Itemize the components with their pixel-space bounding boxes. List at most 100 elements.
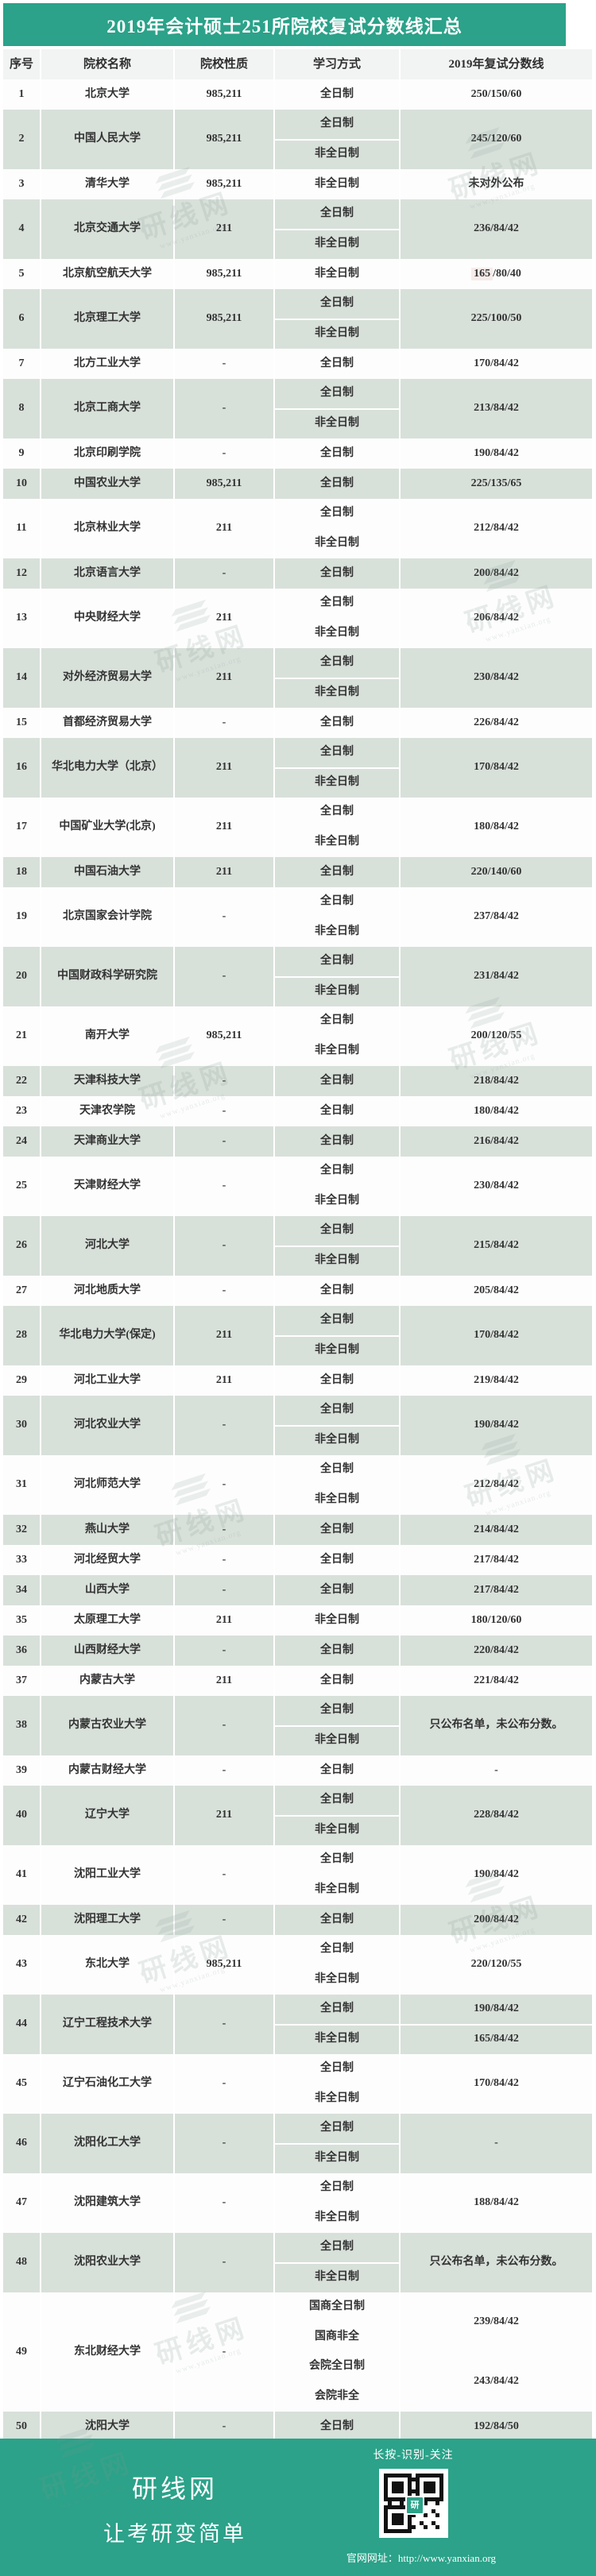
study-mode-label: 全日制	[320, 1134, 354, 1147]
school-type-cell: 211	[175, 1365, 273, 1396]
school-name-cell: 山西大学	[41, 1575, 173, 1605]
school-type-cell: -	[175, 2054, 273, 2114]
study-mode-cell: 国商全日制 国商非全 会院全日制 会院非全	[275, 2292, 399, 2412]
score-value: 200/84/42	[474, 1913, 519, 1925]
study-mode-label: 全日制	[320, 446, 354, 459]
brand-block: 研线网 让考研变简单	[32, 2469, 318, 2547]
table-row: 16 华北电力大学（北京） 211 全日制 非全日制 170/84/42	[3, 738, 592, 798]
score-cell: 217/84/42	[401, 1545, 592, 1575]
study-mode-label: 全日制	[320, 1674, 354, 1686]
study-mode-label: 非全日制	[275, 2023, 399, 2055]
table-row: 40 辽宁大学 211 全日制 非全日制 228/84/42	[3, 1786, 592, 1845]
table-row: 27 河北地质大学 - 全日制 205/84/42	[3, 1276, 592, 1306]
study-mode-label: 非全日制	[315, 1613, 359, 1626]
study-mode-label: 全日制	[320, 655, 354, 668]
score-value: 180/84/42	[474, 821, 519, 833]
school-name-cell: 沈阳建筑大学	[41, 2173, 173, 2233]
score-cell: 212/84/42	[401, 499, 592, 558]
score-value: 只公布名单，未公布分数。	[429, 2256, 563, 2269]
study-mode-cell: 全日制 非全日制	[275, 589, 399, 648]
row-number-cell: 4	[3, 199, 40, 259]
score-cell: 只公布名单，未公布分数。	[401, 1696, 592, 1755]
score-value: 180/120/60	[470, 1613, 522, 1626]
qr-block: 长按-识别-关注 研	[342, 2447, 485, 2538]
score-cell: 217/84/42	[401, 1575, 592, 1605]
study-mode-cell: 全日制	[275, 1545, 399, 1575]
row-number-cell: 6	[3, 289, 40, 349]
study-mode-cell: 全日制 非全日制	[275, 947, 399, 1006]
study-mode-cell: 全日制 非全日制	[275, 887, 399, 947]
score-cell: 220/84/42	[401, 1636, 592, 1666]
school-name-cell: 中国农业大学	[41, 469, 173, 499]
study-mode-label: 全日制	[320, 87, 354, 100]
school-name-cell: 中国人民大学	[41, 110, 173, 169]
study-mode-cell: 全日制 非全日制	[275, 1157, 399, 1216]
school-type-cell: 211	[175, 1306, 273, 1365]
study-mode-label: 全日制	[320, 2181, 354, 2194]
score-cell: 245/120/60	[401, 110, 592, 169]
school-type-cell: -	[175, 887, 273, 947]
score-value: 239/84/42	[474, 2315, 519, 2328]
school-name-cell: 北京航空航天大学	[41, 259, 173, 289]
score-value: 216/84/42	[474, 1134, 519, 1147]
study-mode-cell: 全日制	[275, 2412, 399, 2442]
study-mode-cell: 非全日制	[275, 259, 399, 289]
study-mode-label: 全日制	[320, 2121, 354, 2134]
study-mode-label: 全日制	[320, 1553, 354, 1566]
school-type-cell: 211	[175, 199, 273, 259]
study-mode-cell: 全日制	[275, 708, 399, 738]
row-number-cell: 19	[3, 887, 40, 947]
score-cell: 170/84/42	[401, 349, 592, 379]
study-mode-cell: 全日制	[275, 438, 399, 469]
school-type-cell: -	[175, 1455, 273, 1515]
row-number-cell: 2	[3, 110, 40, 169]
table-row: 38 内蒙古农业大学 - 全日制 非全日制 只公布名单，未公布分数。	[3, 1696, 592, 1755]
school-name-cell: 中央财经大学	[41, 589, 173, 648]
school-name-cell: 天津商业大学	[41, 1126, 173, 1157]
row-number-cell: 46	[3, 2114, 40, 2173]
study-mode-label: 全日制	[320, 1284, 354, 1296]
study-mode-label: 全日制	[320, 1164, 354, 1177]
school-type-cell: -	[175, 1905, 273, 1935]
study-mode-label: 非全日制	[315, 177, 359, 190]
study-mode-label: 全日制	[320, 1793, 354, 1806]
score-value: 212/84/42	[474, 522, 519, 535]
study-mode-label: 全日制	[320, 1643, 354, 1656]
score-value: 218/84/42	[474, 1074, 519, 1087]
table-row: 31 河北师范大学 - 全日制 非全日制 212/84/42	[3, 1455, 592, 1515]
row-number-cell: 34	[3, 1575, 40, 1605]
score-table: 序号 院校名称 院校性质 学习方式 2019年复试分数线 1 北京大学 985,21…	[3, 49, 592, 2442]
study-mode-label: 全日制	[320, 1763, 354, 1776]
school-type-cell: -	[175, 1636, 273, 1666]
table-row: 3 清华大学 985,211 非全日制 未对外公布	[3, 169, 592, 199]
row-number-cell: 14	[3, 648, 40, 708]
study-mode-label: 全日制	[320, 1913, 354, 1925]
score-value: 170/84/42	[474, 2077, 519, 2090]
score-value: 250/150/60	[470, 87, 522, 100]
score-value: 165/80/40	[401, 259, 592, 289]
school-name-cell: 沈阳化工大学	[41, 2114, 173, 2173]
score-value: 213/84/42	[474, 402, 519, 415]
study-mode-cell: 全日制	[275, 79, 399, 110]
brand-name: 研线网	[131, 2474, 218, 2503]
study-mode-cell: 全日制 非全日制	[275, 499, 399, 558]
score-value: 236/84/42	[474, 222, 519, 235]
table-row: 30 河北农业大学 - 全日制 非全日制 190/84/42	[3, 1396, 592, 1455]
school-type-cell: -	[175, 1515, 273, 1545]
study-mode-label: 全日制	[320, 566, 354, 579]
row-number-cell: 37	[3, 1666, 40, 1696]
score-value: 219/84/42	[474, 1373, 519, 1386]
score-cell: 225/100/50	[401, 289, 592, 349]
study-mode-label: 非全日制	[315, 835, 359, 848]
study-mode-label: 非全日制	[315, 536, 359, 549]
school-type-cell: 211	[175, 589, 273, 648]
study-mode-label: 全日制	[320, 1943, 354, 1956]
school-name-cell: 东北大学	[41, 1935, 173, 1995]
school-name-cell: 北京语言大学	[41, 558, 173, 589]
row-number-cell: 32	[3, 1515, 40, 1545]
score-value: 215/84/42	[474, 1239, 519, 1252]
table-row: 28 华北电力大学(保定) 211 全日制 非全日制 170/84/42	[3, 1306, 592, 1365]
study-mode-cell: 全日制 非全日制	[275, 1935, 399, 1995]
score-value: 225/135/65	[470, 477, 522, 489]
study-mode-cell: 全日制	[275, 1575, 399, 1605]
